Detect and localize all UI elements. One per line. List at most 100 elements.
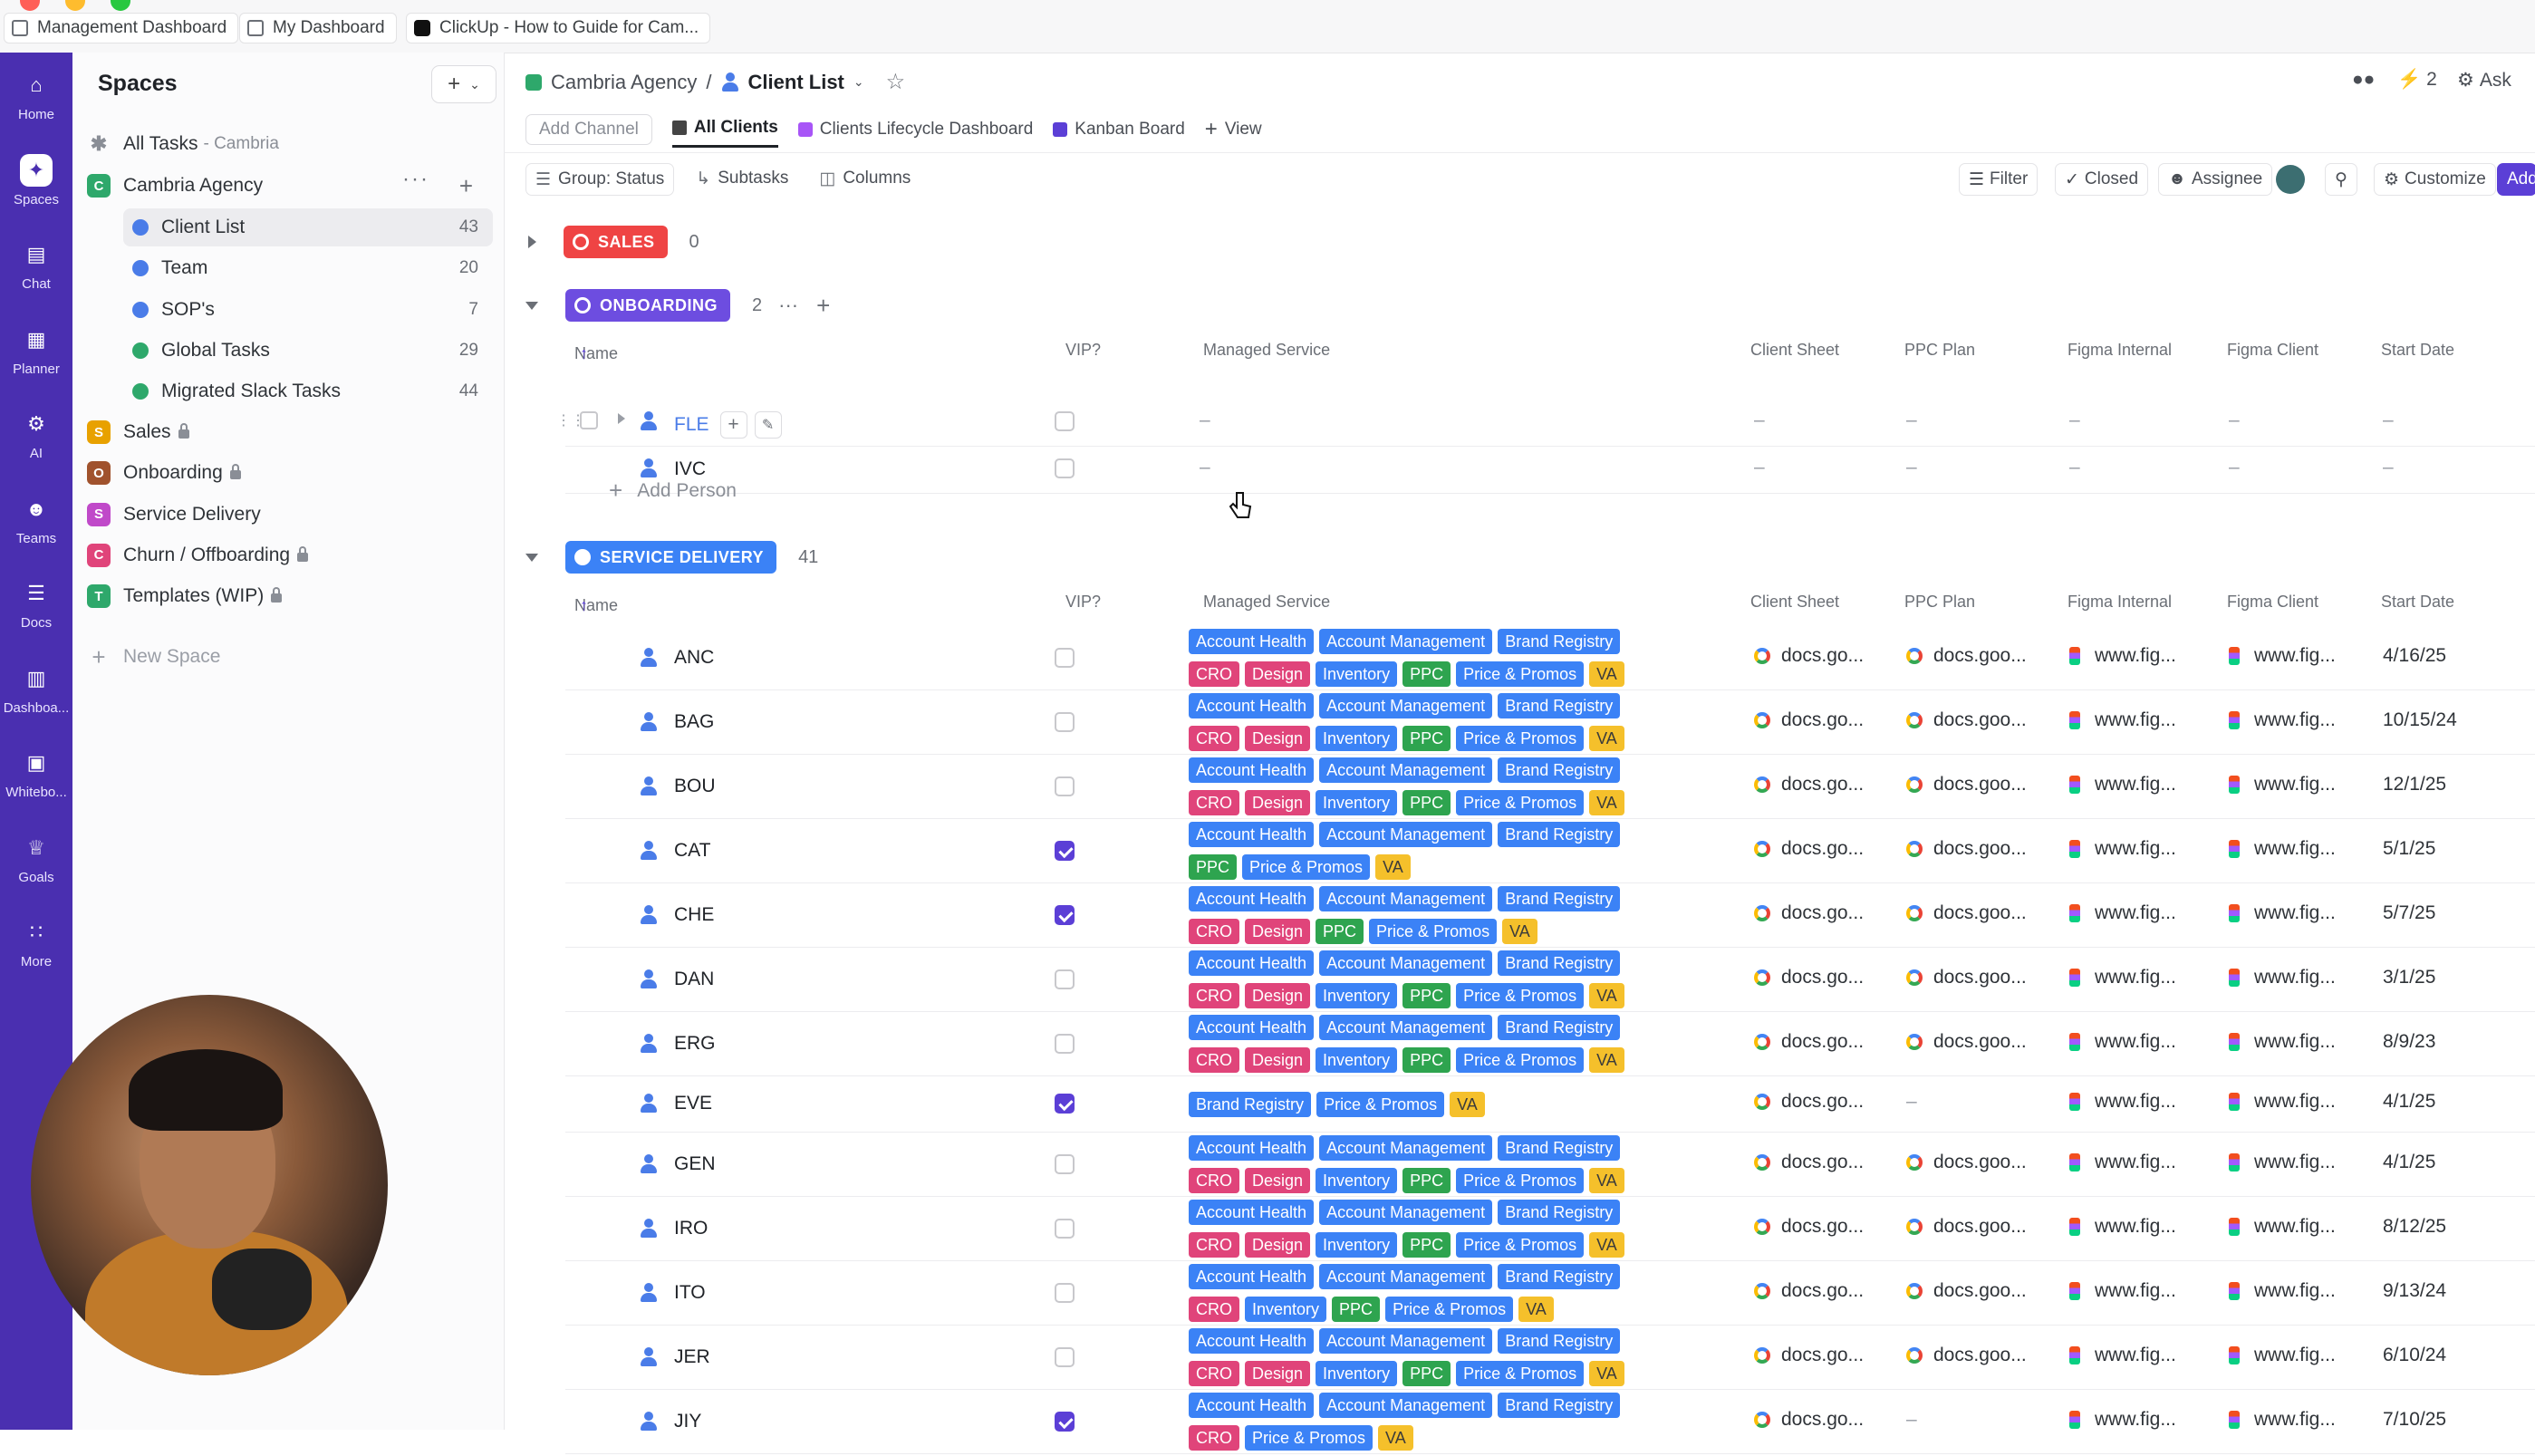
- ppc-plan-link[interactable]: docs.goo...: [1906, 1280, 2027, 1302]
- ask-button[interactable]: ⚙ Ask: [2457, 69, 2511, 92]
- empty-cell-sheet[interactable]: –: [1754, 410, 1765, 430]
- managed-service-tags[interactable]: Account Health Account Management Brand Re…: [1189, 1198, 1696, 1263]
- window-minimize-dot[interactable]: [65, 0, 85, 11]
- vip-checkbox[interactable]: [1055, 411, 1075, 431]
- figma-client-link[interactable]: www.fig...: [2229, 1091, 2336, 1113]
- row-name[interactable]: EVE: [674, 1093, 713, 1114]
- vip-checkbox[interactable]: [1055, 647, 1075, 668]
- empty-cell-ppc[interactable]: –: [1906, 410, 1917, 430]
- rail-item-spaces[interactable]: ✦ Spaces: [0, 153, 72, 207]
- client-sheet-link[interactable]: docs.go...: [1754, 709, 1864, 731]
- group-by-button[interactable]: ☰ Group: Status: [525, 163, 675, 196]
- bookmark-clickup-guide[interactable]: ClickUp - How to Guide for Cam...: [406, 13, 711, 43]
- empty-cell-start[interactable]: –: [2383, 410, 2394, 430]
- table-row[interactable]: IRO Account Health Account Management Brand…: [565, 1196, 2535, 1261]
- start-date[interactable]: 4/1/25: [2383, 1151, 2436, 1172]
- col-client-sheet[interactable]: Client Sheet: [1750, 593, 1840, 611]
- vip-checkbox[interactable]: [1055, 776, 1075, 796]
- col-ppc-plan[interactable]: PPC Plan: [1904, 341, 1976, 359]
- managed-service-tags[interactable]: Account Health Account Management Brand Re…: [1189, 756, 1696, 821]
- row-name[interactable]: DAN: [674, 968, 715, 989]
- ppc-plan-link[interactable]: docs.goo...: [1906, 774, 2027, 795]
- client-sheet-link[interactable]: docs.go...: [1754, 774, 1864, 795]
- sidebar-space-templates-wip-[interactable]: T Templates (WIP): [87, 577, 493, 615]
- table-row[interactable]: JER Account Health Account Management Brand…: [565, 1325, 2535, 1390]
- col-managed-service[interactable]: Managed Service: [1203, 341, 1331, 359]
- user-avatar[interactable]: [2276, 165, 2305, 194]
- client-sheet-link[interactable]: docs.go...: [1754, 1031, 1864, 1053]
- more-icon[interactable]: ···: [778, 294, 799, 316]
- table-row[interactable]: ⋮⋮ FLE + ✎ – – – – – –: [556, 399, 2535, 447]
- group-onboarding[interactable]: ONBOARDING 2 ··· +: [525, 288, 830, 323]
- group-service-delivery[interactable]: SERVICE DELIVERY 41: [525, 540, 818, 574]
- start-date[interactable]: 10/15/24: [2383, 709, 2457, 730]
- figma-client-link[interactable]: www.fig...: [2229, 1031, 2336, 1053]
- ppc-plan-link[interactable]: docs.goo...: [1906, 838, 2027, 860]
- rail-item-planner[interactable]: ▦ Planner: [0, 323, 72, 377]
- start-date[interactable]: 8/12/25: [2383, 1215, 2447, 1237]
- closed-button[interactable]: ✓ Closed: [2055, 163, 2149, 196]
- start-date[interactable]: 5/7/25: [2383, 902, 2436, 923]
- drag-handle-icon[interactable]: ⋮⋮: [556, 413, 585, 429]
- vip-checkbox[interactable]: [1055, 1094, 1075, 1114]
- vip-checkbox[interactable]: [1055, 1346, 1075, 1367]
- vip-checkbox[interactable]: [1055, 1033, 1075, 1054]
- row-name[interactable]: FLE + ✎: [674, 411, 782, 439]
- managed-service-tags[interactable]: Account Health Account Management Brand Re…: [1189, 820, 1696, 885]
- breadcrumb-space[interactable]: Cambria Agency: [551, 70, 698, 93]
- figma-client-link[interactable]: www.fig...: [2229, 838, 2336, 860]
- sidebar-item-all-tasks[interactable]: ✱ All Tasks - Cambria: [87, 125, 493, 163]
- more-icon[interactable]: ···: [402, 167, 429, 191]
- star-icon[interactable]: ☆: [885, 70, 906, 94]
- sidebar-space-sales[interactable]: S Sales: [87, 413, 493, 451]
- start-date[interactable]: 8/9/23: [2383, 1030, 2436, 1052]
- table-row[interactable]: GEN Account Health Account Management Brand…: [565, 1132, 2535, 1197]
- view-toggle[interactable]: ●●: [2352, 69, 2375, 91]
- table-row[interactable]: IVC – – – – – –: [565, 446, 2535, 494]
- row-name[interactable]: CAT: [674, 839, 711, 861]
- empty-cell-ppc[interactable]: –: [1906, 457, 1917, 477]
- table-row[interactable]: ITO Account Health Account Management Brand…: [565, 1260, 2535, 1326]
- plus-icon[interactable]: +: [719, 411, 747, 439]
- col-managed-service[interactable]: Managed Service: [1203, 593, 1331, 611]
- sidebar-space-churn-offboarding[interactable]: C Churn / Offboarding: [87, 536, 493, 574]
- rail-item-docs[interactable]: ☰ Docs: [0, 577, 72, 631]
- start-date[interactable]: 12/1/25: [2383, 773, 2447, 795]
- client-sheet-link[interactable]: docs.go...: [1754, 645, 1864, 667]
- col-figma-internal[interactable]: Figma Internal: [2068, 593, 2173, 611]
- figma-internal-link[interactable]: www.fig...: [2069, 1409, 2176, 1431]
- chevron-right-icon[interactable]: [528, 236, 536, 248]
- figma-internal-link[interactable]: www.fig...: [2069, 1345, 2176, 1366]
- col-vip[interactable]: VIP?: [1065, 593, 1102, 611]
- client-sheet-link[interactable]: docs.go...: [1754, 1345, 1864, 1366]
- figma-client-link[interactable]: www.fig...: [2229, 1152, 2336, 1173]
- ppc-plan-link[interactable]: docs.goo...: [1906, 709, 2027, 731]
- ppc-plan-link[interactable]: docs.goo...: [1906, 902, 2027, 924]
- rail-item-more[interactable]: ∷ More: [0, 916, 72, 969]
- row-name[interactable]: IVC: [674, 458, 706, 480]
- vip-checkbox[interactable]: [1055, 711, 1075, 732]
- window-zoom-dot[interactable]: [111, 0, 130, 11]
- managed-service-tags[interactable]: Account Health Account Management Brand Re…: [1189, 949, 1696, 1014]
- assignee-button[interactable]: ☻ Assignee: [2158, 163, 2273, 196]
- row-name[interactable]: ITO: [674, 1281, 706, 1303]
- managed-service-tags[interactable]: Account Health Account Management Brand Re…: [1189, 1013, 1696, 1078]
- sidebar-item-team[interactable]: Team 20: [123, 249, 493, 287]
- figma-internal-link[interactable]: www.fig...: [2069, 1216, 2176, 1238]
- row-checkbox[interactable]: [580, 411, 598, 429]
- ppc-plan-link[interactable]: docs.goo...: [1906, 1152, 2027, 1173]
- empty-cell-ppc[interactable]: –: [1906, 1408, 1917, 1430]
- ppc-plan-link[interactable]: docs.goo...: [1906, 1345, 2027, 1366]
- figma-internal-link[interactable]: www.fig...: [2069, 838, 2176, 860]
- start-date[interactable]: 5/1/25: [2383, 837, 2436, 859]
- sidebar-space-cambria[interactable]: C Cambria Agency ··· +: [87, 167, 493, 205]
- vip-checkbox[interactable]: [1055, 1153, 1075, 1174]
- empty-cell-managed[interactable]: –: [1200, 410, 1210, 430]
- figma-client-link[interactable]: www.fig...: [2229, 645, 2336, 667]
- col-ppc-plan[interactable]: PPC Plan: [1904, 593, 1976, 611]
- client-sheet-link[interactable]: docs.go...: [1754, 1152, 1864, 1173]
- rail-item-chat[interactable]: ▤ Chat: [0, 238, 72, 292]
- add-channel-button[interactable]: Add Channel: [525, 113, 652, 145]
- chevron-down-icon[interactable]: [525, 301, 538, 310]
- col-figma-internal[interactable]: Figma Internal: [2068, 341, 2173, 359]
